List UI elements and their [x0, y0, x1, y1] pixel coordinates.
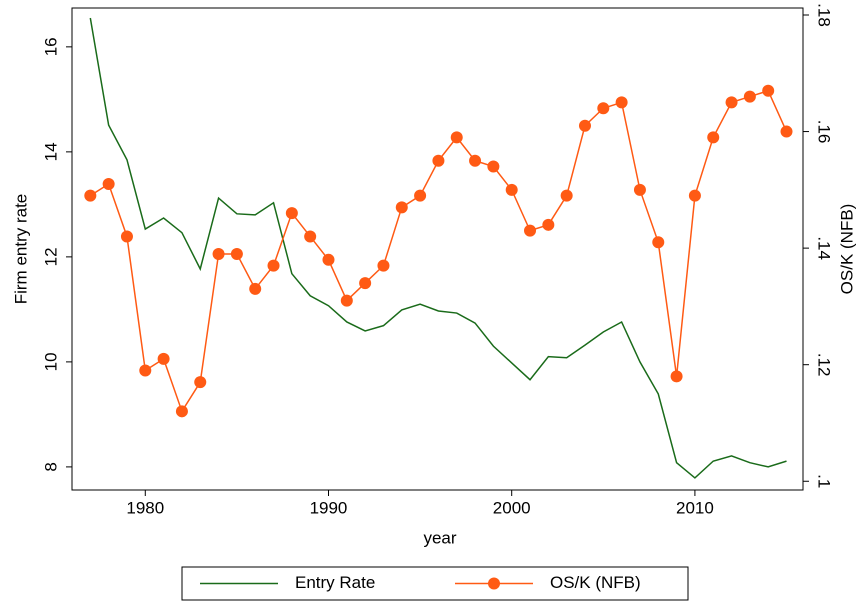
- y-tick-label: 16: [41, 37, 60, 56]
- x-axis-title: year: [423, 528, 456, 547]
- y-tick-label: 8: [41, 462, 60, 471]
- series-marker: [285, 207, 298, 220]
- series-marker: [304, 230, 317, 243]
- series-marker: [597, 102, 610, 115]
- plot-frame: [71, 7, 804, 491]
- legend-marker: [488, 577, 500, 590]
- series-line: [89, 89, 788, 414]
- series-marker: [377, 259, 390, 272]
- x-tick-label: 2000: [493, 498, 531, 517]
- series-marker: [762, 84, 775, 97]
- series-marker: [395, 201, 408, 214]
- series-marker: [524, 224, 537, 237]
- series-marker: [688, 189, 701, 202]
- y2-tick-label: .12: [815, 353, 834, 377]
- series-marker: [670, 370, 683, 383]
- y2-tick-label: .16: [815, 120, 834, 144]
- series-marker: [212, 247, 225, 260]
- series-marker: [120, 230, 133, 243]
- y-tick-label: 12: [41, 247, 60, 266]
- series-marker: [652, 236, 665, 249]
- y2-axis-title: OS/K (NFB): [837, 204, 856, 295]
- series-marker: [469, 154, 482, 167]
- x-tick-label: 1990: [310, 498, 348, 517]
- series-marker: [560, 189, 573, 202]
- series-marker: [359, 277, 372, 290]
- series-marker: [175, 405, 188, 418]
- legend-label: OS/K (NFB): [550, 573, 641, 592]
- series-marker: [487, 160, 500, 173]
- series-marker: [578, 119, 591, 132]
- series-marker: [84, 189, 97, 202]
- series-marker: [249, 282, 262, 295]
- series-marker: [725, 96, 738, 109]
- y-tick-label: 10: [41, 352, 60, 371]
- series-marker: [414, 189, 427, 202]
- x-tick-label: 2010: [676, 498, 714, 517]
- series-marker: [542, 218, 555, 231]
- series-marker: [505, 183, 518, 196]
- y-tick-label: 14: [41, 142, 60, 161]
- series-marker: [633, 183, 646, 196]
- series-marker: [267, 259, 280, 272]
- series-marker: [432, 154, 445, 167]
- series-line: [89, 17, 787, 479]
- y2-tick-label: .1: [815, 474, 834, 488]
- y2-tick-label: .18: [815, 3, 834, 27]
- series-marker: [194, 376, 207, 389]
- series-marker: [340, 294, 353, 307]
- series-marker: [450, 131, 463, 144]
- series-marker: [102, 178, 115, 191]
- y2-tick-label: .14: [815, 236, 834, 260]
- series-marker: [230, 247, 243, 260]
- legend-label: Entry Rate: [295, 573, 375, 592]
- series-marker: [615, 96, 628, 109]
- series-marker: [743, 90, 756, 103]
- series-marker: [139, 364, 152, 377]
- series-marker: [157, 352, 170, 365]
- x-tick-label: 1980: [126, 498, 164, 517]
- y-axis-title: Firm entry rate: [11, 194, 30, 305]
- series-marker: [780, 125, 793, 138]
- series-marker: [322, 253, 335, 266]
- series-marker: [707, 131, 720, 144]
